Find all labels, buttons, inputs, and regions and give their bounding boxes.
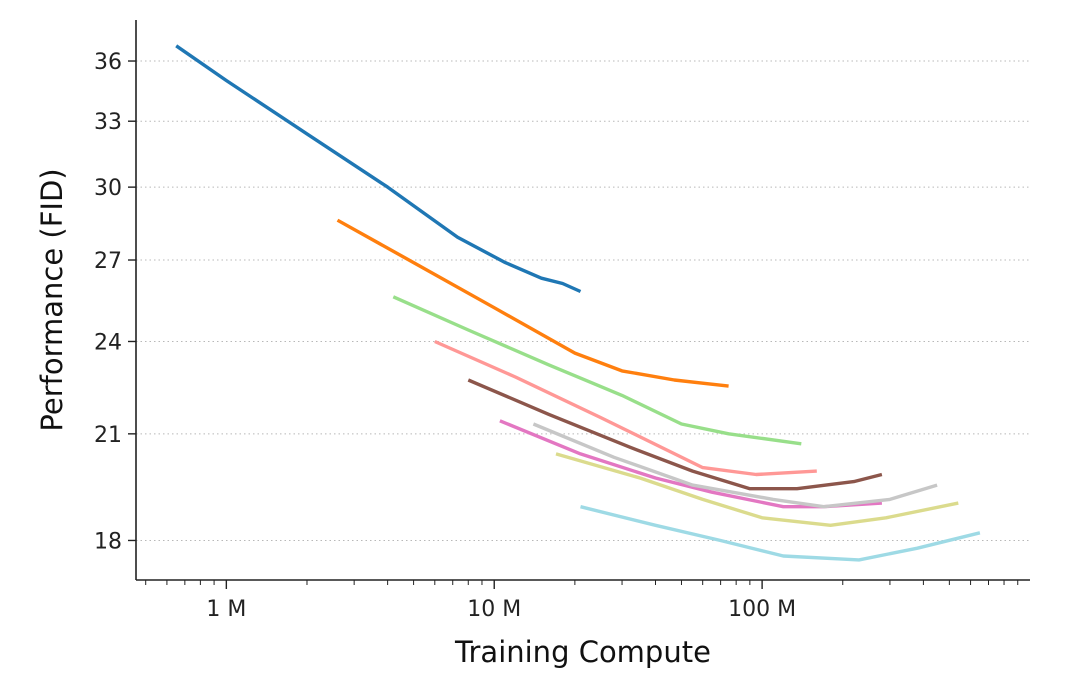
y-axis-title: Performance (FID)	[35, 168, 69, 431]
x-tick-label: 10 M	[467, 597, 521, 622]
x-tick-label: 1 M	[206, 597, 246, 622]
series-line-7	[532, 422, 938, 509]
series-line-5	[467, 378, 883, 491]
x-axis-title: Training Compute	[454, 635, 711, 669]
y-tick-label: 30	[94, 176, 122, 201]
y-tick-label: 24	[94, 330, 122, 355]
ticks: 18 21 24 27 30 33 36 1 M 10 M 100 M	[94, 50, 1019, 622]
series-lines	[175, 44, 981, 562]
series-line-8	[555, 452, 959, 527]
series-line-3	[392, 295, 802, 446]
y-tick-label: 21	[94, 423, 122, 448]
series-line-2	[336, 218, 729, 388]
y-tick-label: 36	[94, 50, 122, 75]
y-tick-label: 33	[94, 110, 122, 135]
y-tick-label: 27	[94, 249, 122, 274]
gridlines	[136, 60, 1030, 541]
axes	[135, 20, 1030, 581]
series-line-4	[434, 339, 817, 477]
series-line-1	[175, 44, 582, 294]
x-tick-label: 100 M	[728, 597, 796, 622]
y-tick-label: 18	[94, 529, 122, 554]
series-line-9	[580, 505, 981, 562]
